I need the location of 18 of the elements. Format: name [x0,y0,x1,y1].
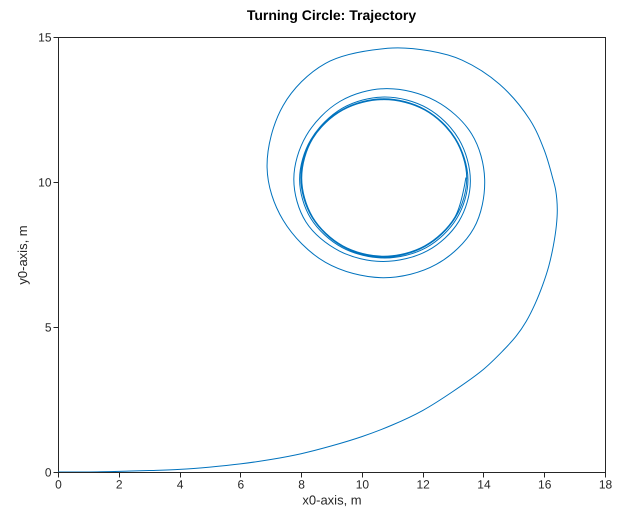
chart-title: Turning Circle: Trajectory [246,7,416,23]
x-tick-label: 16 [538,478,552,492]
x-tick-label: 18 [598,478,612,492]
y-axis-title: y0-axis, m [15,225,30,285]
y-tick-label: 10 [38,176,52,190]
y-tick-label: 15 [38,30,52,44]
y-tick-label: 5 [44,320,52,334]
x-axis-title: x0-axis, m [302,492,362,508]
y-tick-label: 0 [44,466,52,480]
x-tick-label: 12 [416,478,430,492]
x-tick-label: 8 [298,478,306,492]
x-tick-label: 0 [55,478,62,492]
x-tick-label: 14 [477,478,491,492]
line-series [58,47,558,472]
x-tick-label: 2 [116,478,123,492]
x-tick-label: 10 [356,478,370,492]
x-tick-label: 4 [176,478,184,492]
x-tick-label: 6 [237,478,244,492]
